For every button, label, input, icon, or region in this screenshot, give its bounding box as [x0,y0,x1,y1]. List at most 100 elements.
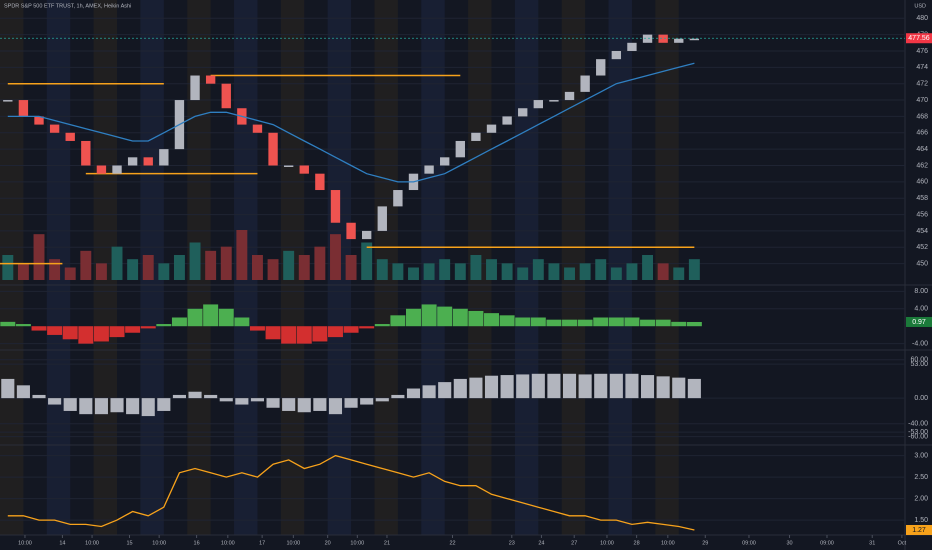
oscillator-bar [609,373,623,399]
volume-bar [17,263,29,280]
volume-bar [49,259,61,280]
y-tick-label: 53.00 [910,361,928,368]
oscillator-bar [656,376,670,399]
volume-bar [610,267,622,280]
histogram-bar [78,326,94,344]
x-tick-label: 20 [325,540,331,546]
histogram-bar [374,324,390,327]
candle [611,50,622,60]
x-tick-label: 27 [571,540,577,546]
volume-bar [314,246,326,280]
candle [283,165,294,167]
y-tick-label: 472 [916,81,928,88]
oscillator-bar [562,373,577,399]
volume-bar [142,255,154,280]
volume-bar [345,255,357,280]
candle [393,190,403,207]
volume-bar [595,259,607,280]
x-tick-label: 15 [126,540,132,546]
oscillator-bar [687,378,701,399]
volume-bar [376,259,388,280]
oscillator-bar [360,398,374,405]
candle [689,38,700,41]
histogram-bar [15,324,31,327]
x-tick-label: 10:00 [661,540,675,546]
histogram-bar [156,324,172,327]
histogram-bar [437,306,453,327]
oscillator-bar [63,398,77,411]
volume-bar [111,246,123,280]
oscillator-bar [32,394,46,399]
candle [96,165,107,174]
histogram-bar [671,321,687,327]
histogram-bar [468,310,484,327]
oscillator-bar [235,398,249,405]
histogram-bar [47,326,63,335]
oscillator-bar [344,398,358,408]
x-tick-label: 09:00 [820,540,834,546]
oscillator-bar [297,398,311,413]
histogram-bar [0,321,16,327]
volume-bar [501,263,513,280]
candle [49,124,60,133]
y-tick-label: 458 [916,195,928,202]
oscillator-bar [188,391,202,399]
last-value-label: 1.27 [912,527,926,534]
candle [674,38,684,43]
candle [190,75,200,101]
volume-bar [470,255,482,280]
candle [564,91,575,101]
volume-bar [626,263,638,280]
oscillator-bar [391,394,405,399]
candle [346,222,356,240]
histogram-bar [686,321,702,327]
y-tick-label: 2.50 [914,474,928,481]
x-tick-label: 30 [786,540,792,546]
candle [127,157,138,166]
oscillator-bar [282,398,296,411]
candle [299,165,309,174]
histogram-bar [343,326,359,333]
oscillator-bar [204,394,218,399]
histogram-bar [203,304,219,327]
histogram-bar [484,313,499,327]
x-tick-label: 16 [194,540,200,546]
candle [518,108,528,117]
oscillator-bar [219,398,233,402]
candle [18,100,29,117]
volume-bar [642,255,654,280]
volume-bar [657,263,669,280]
oscillator-bar [531,373,545,399]
candle [455,140,465,158]
y-tick-label: 2.00 [914,495,928,502]
histogram-bar [187,308,203,327]
volume-bar [251,255,263,280]
x-tick-label: 29 [702,540,708,546]
volume-bar [532,259,544,280]
histogram-bar [530,317,546,327]
candle [65,132,75,141]
indicator-line [7,454,695,531]
last-value-label: 0.97 [912,319,926,326]
histogram-bar [265,326,281,340]
oscillator-bar [438,382,452,399]
histogram-bar [31,326,47,331]
oscillator-bar [672,377,686,399]
histogram-bar [608,317,624,327]
volume-bar [408,267,419,280]
volume-bar [392,263,404,280]
oscillator-bar [16,385,30,399]
oscillator-bar [250,398,265,402]
candle [377,206,387,231]
y-tick-label: 474 [916,64,928,71]
y-tick-label: 462 [916,162,928,169]
histogram-bar [546,319,562,327]
volume-bar [361,242,373,280]
oscillator-bar [110,398,124,413]
histogram-bar [421,304,437,327]
histogram-bar [655,319,671,327]
y-tick-label: 480 [916,15,928,22]
volume-bar [439,259,451,280]
x-tick-label: 09:00 [742,540,756,546]
